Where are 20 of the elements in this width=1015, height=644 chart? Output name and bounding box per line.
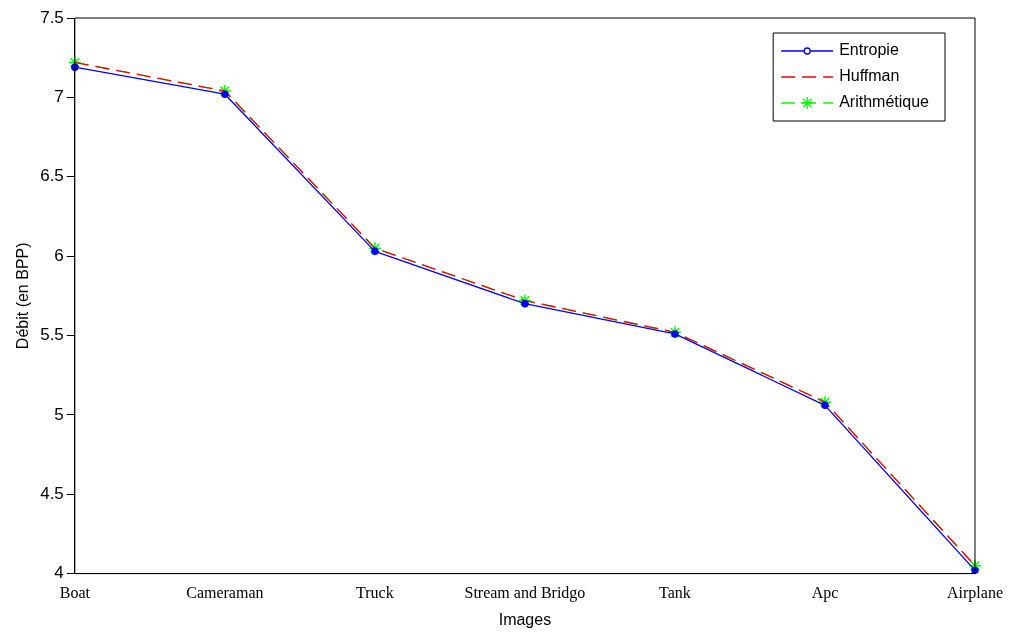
y-tick-label: 5.5 [40, 325, 64, 345]
x-tick-label: Apc [811, 584, 839, 603]
x-axis-title: Images [498, 610, 552, 628]
legend-label: Entropie [839, 41, 899, 59]
y-tick-label: 7.5 [40, 7, 64, 27]
x-tick-label: Boat [59, 584, 91, 602]
x-tick-label: Stream and Bridgo [464, 584, 586, 603]
y-axis-title: Débit (en BPP) [14, 242, 32, 350]
x-tick-label: Tank [659, 584, 691, 602]
x-tick-label: Cameraman [186, 584, 264, 602]
x-tick-label: Truck [356, 584, 394, 602]
legend-label: Arithmétique [839, 93, 930, 111]
y-tick-label: 7 [54, 87, 64, 107]
y-tick-label: 4 [54, 563, 64, 583]
y-tick-label: 6.5 [40, 166, 64, 186]
x-tick-label: Airplane [947, 584, 1003, 603]
y-tick-label: 5 [54, 404, 64, 424]
legend-label: Huffman [839, 67, 900, 85]
y-tick-label: 6 [54, 245, 64, 265]
y-tick-label: 4.5 [40, 483, 64, 503]
